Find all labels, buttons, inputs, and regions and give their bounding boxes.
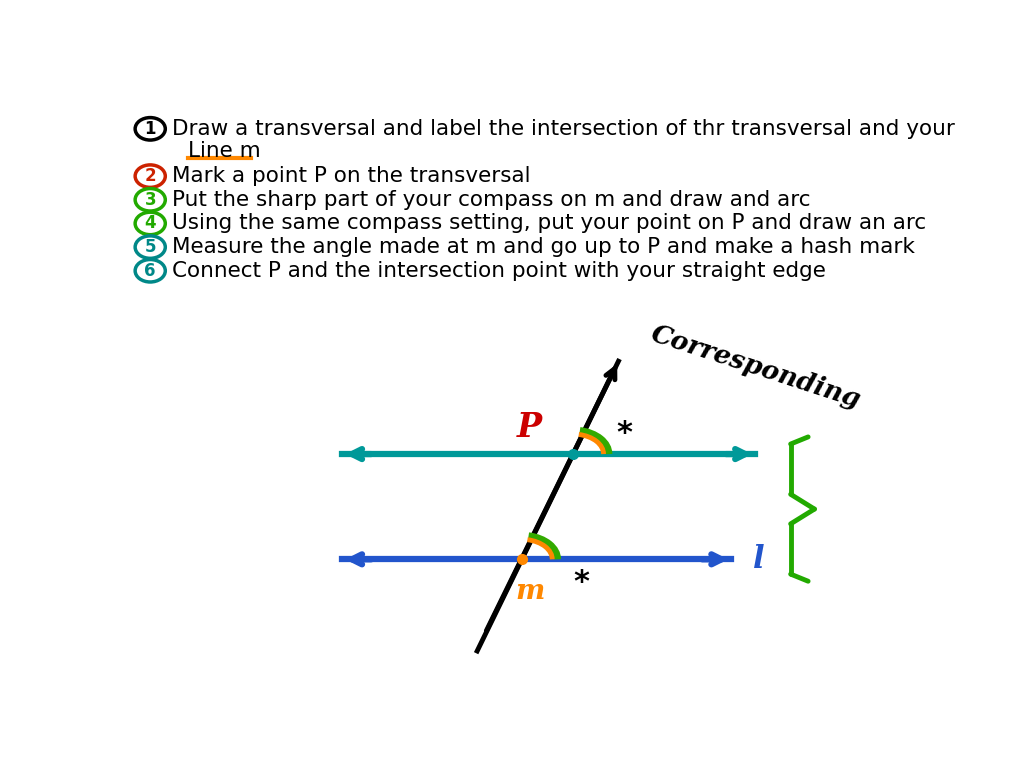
Text: l: l (753, 544, 765, 574)
Text: 6: 6 (144, 262, 156, 280)
Text: Corresponding: Corresponding (648, 321, 864, 413)
Text: P: P (517, 411, 542, 444)
Text: Put the sharp part of your compass on m and draw and arc: Put the sharp part of your compass on m … (172, 190, 810, 210)
Text: Measure the angle made at m and go up to P and make a hash mark: Measure the angle made at m and go up to… (172, 237, 914, 257)
Text: 5: 5 (144, 238, 156, 256)
Text: Draw a transversal and label the intersection of thr transversal and your: Draw a transversal and label the interse… (172, 119, 954, 139)
Text: 2: 2 (144, 167, 156, 185)
Text: Using the same compass setting, put your point on P and draw an arc: Using the same compass setting, put your… (172, 214, 926, 233)
Text: 1: 1 (144, 120, 156, 137)
Text: Mark a point P on the transversal: Mark a point P on the transversal (172, 166, 530, 186)
Text: *: * (573, 568, 590, 598)
Text: Line m: Line m (187, 141, 260, 161)
Text: m: m (515, 578, 545, 605)
Text: 4: 4 (144, 214, 156, 233)
Text: 3: 3 (144, 190, 156, 209)
Text: *: * (616, 419, 633, 448)
Text: Connect P and the intersection point with your straight edge: Connect P and the intersection point wit… (172, 261, 825, 281)
